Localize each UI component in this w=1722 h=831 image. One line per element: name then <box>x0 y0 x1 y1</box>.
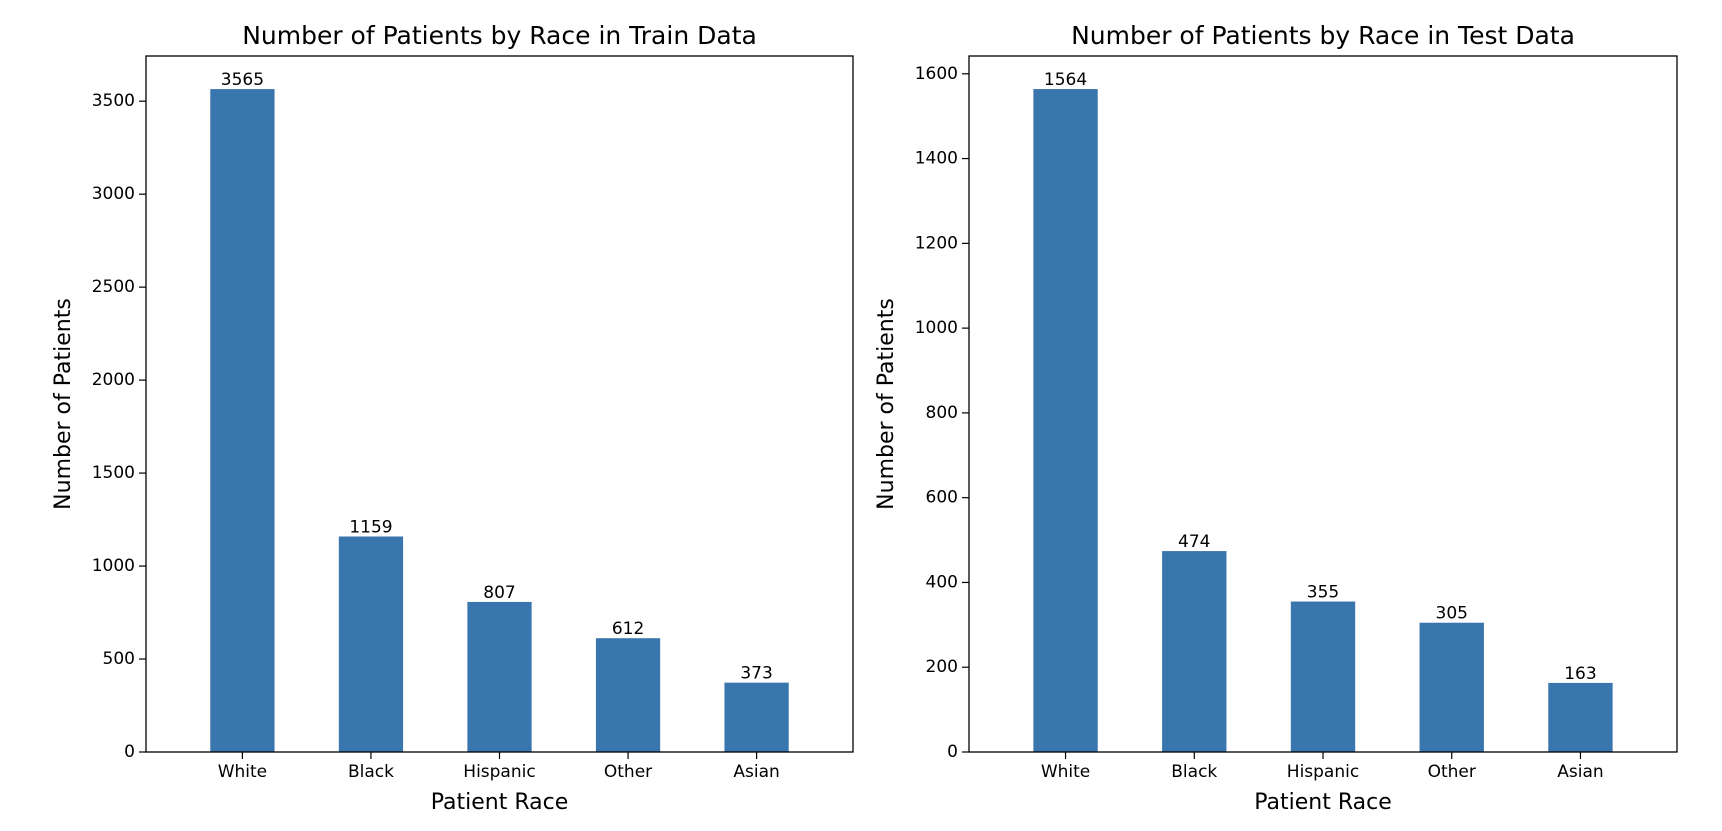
bar-asian <box>1548 682 1613 752</box>
bar-white <box>1033 89 1098 752</box>
x-tick-label: Asian <box>733 762 779 782</box>
y-tick-label: 1500 <box>92 463 135 483</box>
bar-other <box>595 638 661 752</box>
x-tick-label: Hispanic <box>1287 762 1359 782</box>
y-tick-label: 1400 <box>915 149 958 169</box>
x-tick-label: Black <box>1171 762 1217 782</box>
bar-black <box>1162 551 1227 752</box>
y-tick-label: 0 <box>947 742 958 762</box>
y-axis-label: Number of Patients <box>874 298 899 510</box>
data-label: 1564 <box>1044 70 1087 90</box>
data-label: 612 <box>612 619 644 639</box>
y-tick-label: 2500 <box>92 277 135 297</box>
bar-hispanic <box>467 601 532 752</box>
bar-black <box>338 536 404 752</box>
y-tick-label: 400 <box>926 572 958 592</box>
y-tick-label: 1200 <box>915 233 958 253</box>
x-axis-label: Patient Race <box>1254 790 1392 815</box>
y-tick-label: 200 <box>926 657 958 677</box>
x-tick-label: White <box>1041 762 1090 782</box>
bar-hispanic <box>1290 601 1356 752</box>
x-tick-label: Other <box>1428 762 1476 782</box>
y-tick-label: 0 <box>124 742 135 762</box>
x-tick-label: Hispanic <box>463 762 535 782</box>
chart-title: Number of Patients by Race in Train Data <box>242 21 757 50</box>
y-tick-label: 1600 <box>915 64 958 84</box>
y-tick-label: 3500 <box>92 91 135 111</box>
train-chart-panel: Number of Patients by Race in Train Data… <box>51 21 854 815</box>
y-axis-label: Number of Patients <box>51 298 76 510</box>
x-tick-label: White <box>218 762 267 782</box>
data-label: 355 <box>1307 583 1339 603</box>
chart-title: Number of Patients by Race in Test Data <box>1071 21 1575 50</box>
bar-asian <box>724 682 789 752</box>
data-label: 1159 <box>349 517 392 537</box>
x-tick-label: Black <box>348 762 394 782</box>
data-label: 373 <box>740 664 772 684</box>
data-label: 807 <box>483 583 515 603</box>
y-tick-label: 2000 <box>92 370 135 390</box>
data-label: 305 <box>1436 604 1468 624</box>
test-chart-panel: Number of Patients by Race in Test Data … <box>874 21 1678 815</box>
x-axis-label: Patient Race <box>431 790 569 815</box>
data-label: 163 <box>1564 664 1596 684</box>
y-tick-label: 1000 <box>915 318 958 338</box>
y-tick-label: 3000 <box>92 184 135 204</box>
y-tick-label: 800 <box>926 403 958 423</box>
bar-white <box>210 89 275 753</box>
data-label: 3565 <box>221 70 264 90</box>
y-tick-label: 500 <box>103 649 135 669</box>
y-tick-label: 600 <box>926 488 958 508</box>
data-label: 474 <box>1178 532 1210 552</box>
x-tick-label: Other <box>604 762 652 782</box>
x-tick-label: Asian <box>1557 762 1603 782</box>
y-tick-label: 1000 <box>92 556 135 576</box>
bar-other <box>1419 622 1484 752</box>
